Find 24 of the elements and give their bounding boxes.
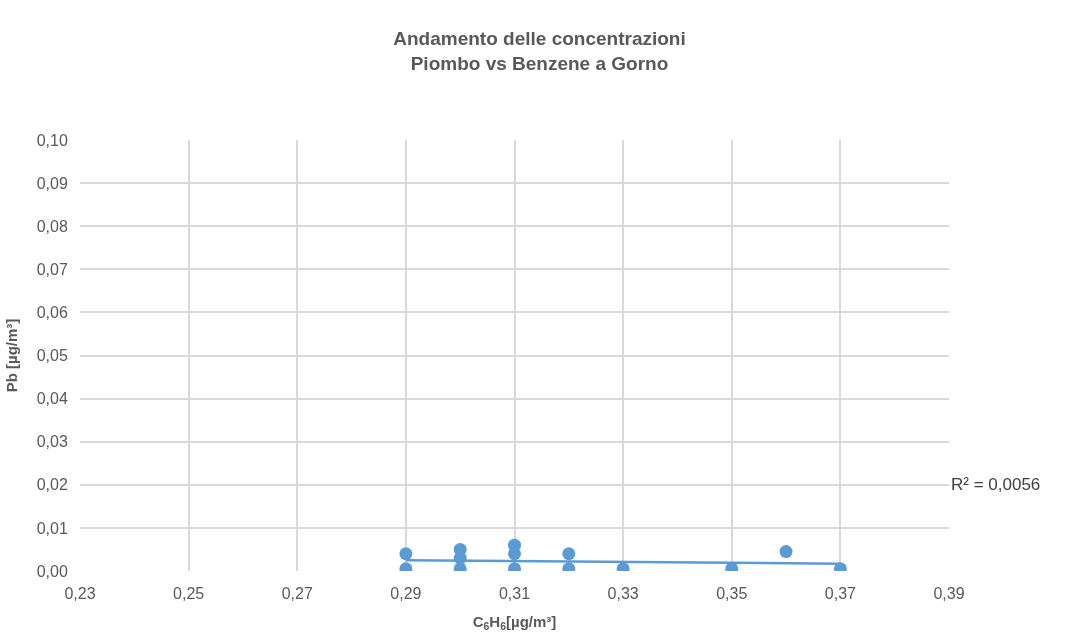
y-tick-label: 0,00	[36, 562, 68, 580]
y-tick-label: 0,01	[36, 519, 68, 537]
text: R² = 0,0056	[951, 475, 1041, 494]
x-tick-label: 0,33	[607, 585, 639, 603]
x-tick-label: 0,39	[933, 585, 965, 603]
y-tick-label: 0,03	[36, 433, 68, 451]
y-tick-label: 0,09	[36, 174, 68, 192]
y-tick-label: 0,07	[36, 260, 68, 278]
y-tick-label: 0,02	[36, 476, 68, 494]
y-tick-label: 0,06	[36, 304, 68, 321]
x-tick-label: 0,35	[716, 585, 748, 603]
y-tick-label: 0,10	[36, 131, 68, 149]
x-tick-label: 0,25	[173, 585, 205, 603]
x-tick-label: 0,27	[281, 585, 313, 603]
y-tick-label: 0,05	[36, 347, 68, 365]
y-tick-label: 0,08	[36, 217, 68, 235]
x-tick-label: 0,23	[64, 585, 96, 603]
x-axis-title: C$_{6}$H$_{6}$[µg/m³]	[472, 613, 557, 633]
y-tick-label: 0,04	[36, 390, 68, 408]
x-tick-label: 0,37	[824, 585, 857, 603]
y-axis-title: Pb [µg/m³]	[2, 318, 20, 393]
chart-title: Andamento delle concentrazioni Piombo vs Benzene a Gorno	[393, 27, 686, 74]
x-tick-label: 0,29	[390, 585, 422, 603]
x-tick-label: 0,31	[498, 585, 531, 603]
